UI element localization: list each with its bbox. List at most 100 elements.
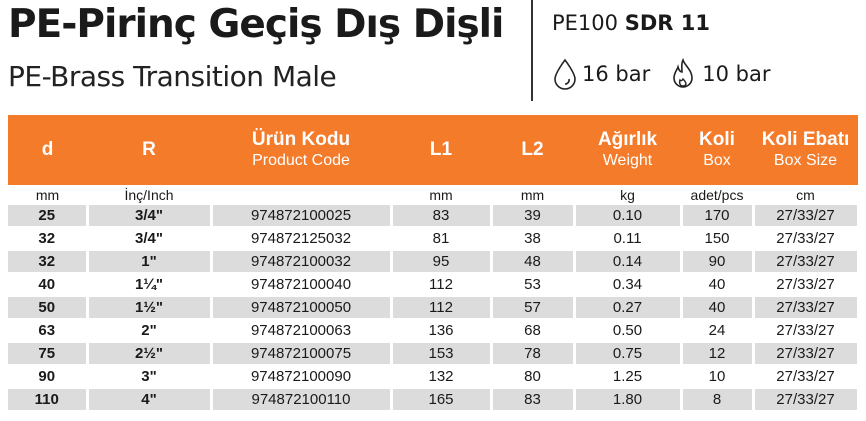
box-cell: 40 <box>681 273 755 297</box>
box-size-cell: 27/33/27 <box>753 205 860 228</box>
box-cell: 8 <box>681 388 755 412</box>
col-header-box: Koli Box <box>681 115 753 185</box>
l1-cell: 132 <box>391 365 493 389</box>
weight-cell: 0.50 <box>574 319 683 343</box>
unit-cell: mm <box>8 185 87 205</box>
r-cell: 2" <box>87 319 213 343</box>
l2-cell: 57 <box>491 296 576 320</box>
water-drop-icon <box>552 58 578 90</box>
table-row: 90 3" 974872100090 132 80 1.25 10 27/33/27 <box>8 365 860 389</box>
flame-icon <box>668 58 698 90</box>
r-cell: 4" <box>87 388 213 412</box>
weight-cell: 0.10 <box>574 205 683 228</box>
l2-cell: 39 <box>491 205 576 228</box>
r-cell: 3/4" <box>87 205 213 228</box>
box-size-cell: 27/33/27 <box>753 227 860 251</box>
box-size-cell: 27/33/27 <box>753 342 860 366</box>
unit-cell: mm <box>391 185 491 205</box>
product-title: PE-Pirinç Geçiş Dış Dişli <box>8 2 504 47</box>
product-code-cell: 974872100050 <box>211 296 393 320</box>
product-code-cell: 974872100040 <box>211 273 393 297</box>
l1-cell: 112 <box>391 296 493 320</box>
weight-cell: 0.75 <box>574 342 683 366</box>
col-header-box-size: Koli Ebatı Box Size <box>753 115 858 185</box>
l1-cell: 165 <box>391 388 493 412</box>
l2-cell: 83 <box>491 388 576 412</box>
col-header-weight: Ağırlık Weight <box>574 115 681 185</box>
table-body: 25 3/4" 974872100025 83 39 0.10 170 27/33/27 32 3… <box>8 205 860 412</box>
weight-cell: 0.11 <box>574 227 683 251</box>
col-header-l2: L2 <box>491 115 574 185</box>
r-cell: 3" <box>87 365 213 389</box>
weight-cell: 0.34 <box>574 273 683 297</box>
weight-cell: 1.80 <box>574 388 683 412</box>
l1-cell: 136 <box>391 319 493 343</box>
col-header-r: R <box>87 115 211 185</box>
product-code-cell: 974872100075 <box>211 342 393 366</box>
l2-cell: 48 <box>491 250 576 274</box>
unit-cell: İnç/Inch <box>87 185 211 205</box>
water-pressure: 16 bar <box>552 58 650 90</box>
r-cell: 2½" <box>87 342 213 366</box>
col-header-product-code: Ürün Kodu Product Code <box>211 115 391 185</box>
box-cell: 12 <box>681 342 755 366</box>
pressure-ratings: 16 bar 10 bar <box>552 58 782 90</box>
material-spec-prefix: PE100 <box>552 11 619 35</box>
unit-cell: adet/pcs <box>681 185 753 205</box>
box-size-cell: 27/33/27 <box>753 296 860 320</box>
d-cell: 50 <box>8 296 89 320</box>
table-row: 32 3/4" 974872125032 81 38 0.11 150 27/33/27 <box>8 227 860 251</box>
material-spec: PE100 SDR 11 <box>552 11 710 35</box>
d-cell: 75 <box>8 342 89 366</box>
l1-cell: 83 <box>391 205 493 228</box>
l1-cell: 81 <box>391 227 493 251</box>
r-cell: 3/4" <box>87 227 213 251</box>
product-code-cell: 974872100090 <box>211 365 393 389</box>
unit-cell: kg <box>574 185 681 205</box>
r-cell: 1¼" <box>87 273 213 297</box>
col-header-d: d <box>8 115 87 185</box>
product-table: d R Ürün Kodu Product Code L1 L2 Ağırlık W… <box>8 115 860 412</box>
box-cell: 90 <box>681 250 755 274</box>
d-cell: 90 <box>8 365 89 389</box>
table-header-row: d R Ürün Kodu Product Code L1 L2 Ağırlık W… <box>8 115 858 185</box>
unit-cell <box>211 185 391 205</box>
box-size-cell: 27/33/27 <box>753 388 860 412</box>
l1-cell: 95 <box>391 250 493 274</box>
col-header-l1: L1 <box>391 115 491 185</box>
r-cell: 1" <box>87 250 213 274</box>
table-row: 25 3/4" 974872100025 83 39 0.10 170 27/33/27 <box>8 205 860 228</box>
product-code-cell: 974872100032 <box>211 250 393 274</box>
box-size-cell: 27/33/27 <box>753 250 860 274</box>
weight-cell: 0.14 <box>574 250 683 274</box>
box-size-cell: 27/33/27 <box>753 365 860 389</box>
table-row: 40 1¼" 974872100040 112 53 0.34 40 27/33/27 <box>8 273 860 297</box>
product-code-cell: 974872100025 <box>211 205 393 228</box>
unit-cell: cm <box>753 185 858 205</box>
header-divider <box>531 0 533 101</box>
box-cell: 40 <box>681 296 755 320</box>
table-row: 32 1" 974872100032 95 48 0.14 90 27/33/27 <box>8 250 860 274</box>
table-row: 75 2½" 974872100075 153 78 0.75 12 27/33/27 <box>8 342 860 366</box>
l2-cell: 68 <box>491 319 576 343</box>
product-code-cell: 974872125032 <box>211 227 393 251</box>
box-size-cell: 27/33/27 <box>753 273 860 297</box>
l1-cell: 153 <box>391 342 493 366</box>
d-cell: 25 <box>8 205 89 228</box>
d-cell: 63 <box>8 319 89 343</box>
box-cell: 150 <box>681 227 755 251</box>
d-cell: 40 <box>8 273 89 297</box>
box-cell: 10 <box>681 365 755 389</box>
l2-cell: 38 <box>491 227 576 251</box>
material-spec-sdr: SDR 11 <box>624 11 710 35</box>
table-row: 110 4" 974872100110 165 83 1.80 8 27/33/27 <box>8 388 860 412</box>
weight-cell: 0.27 <box>574 296 683 320</box>
table-row: 63 2" 974872100063 136 68 0.50 24 27/33/27 <box>8 319 860 343</box>
d-cell: 32 <box>8 250 89 274</box>
l2-cell: 80 <box>491 365 576 389</box>
box-cell: 170 <box>681 205 755 228</box>
gas-pressure: 10 bar <box>668 58 770 90</box>
unit-cell: mm <box>491 185 574 205</box>
box-size-cell: 27/33/27 <box>753 319 860 343</box>
r-cell: 1½" <box>87 296 213 320</box>
